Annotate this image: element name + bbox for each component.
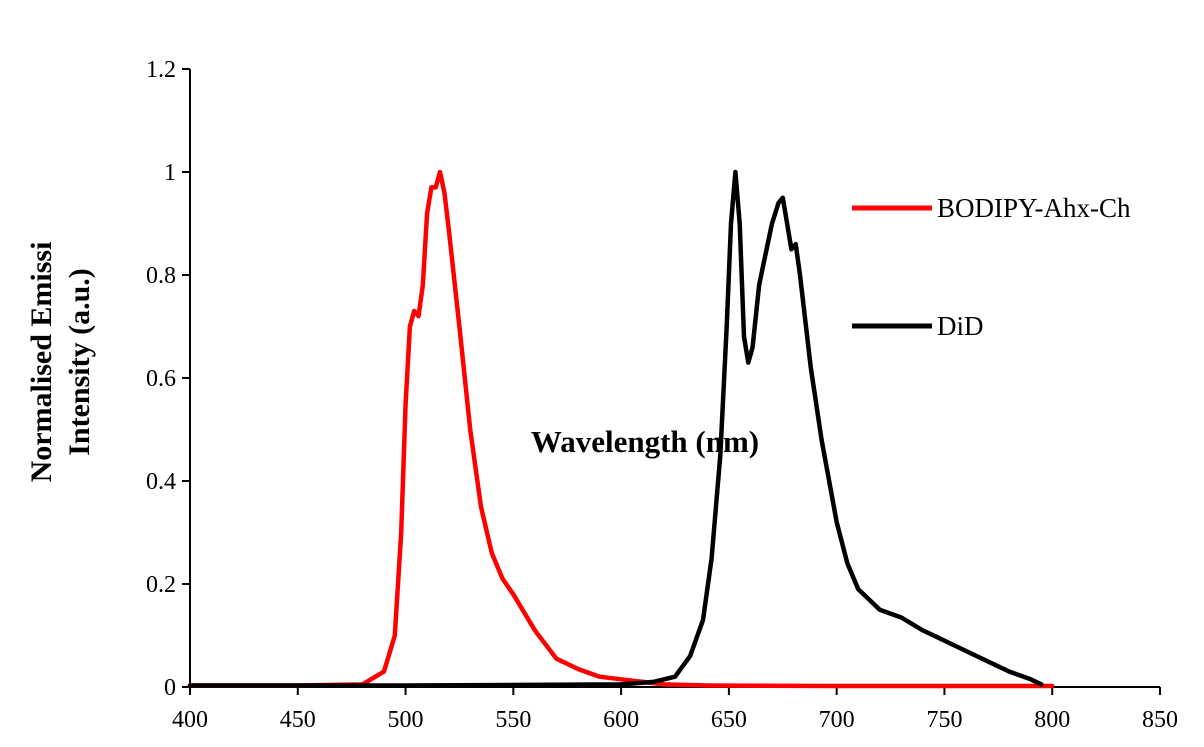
x-tick-label: 800 bbox=[1034, 707, 1070, 733]
x-tick-label: 750 bbox=[926, 707, 962, 733]
x-axis-label: Wavelength (nm) bbox=[531, 424, 759, 459]
y-tick-label: 0 bbox=[164, 675, 176, 701]
x-tick-label: 500 bbox=[388, 707, 424, 733]
y-tick-label: 1 bbox=[164, 160, 176, 186]
legend: BODIPY-Ahx-Ch DiD bbox=[852, 193, 1131, 341]
x-tick-label: 400 bbox=[172, 707, 208, 733]
y-tick-label: 1.2 bbox=[146, 57, 176, 83]
x-tick-label: 850 bbox=[1142, 707, 1178, 733]
series-line-bodipy bbox=[187, 169, 1055, 689]
y-axis-label-line-2: Intensity (a.u.) bbox=[63, 268, 96, 456]
y-axis-label-line-1: Normalised Emissi bbox=[25, 242, 58, 483]
x-tick-label: 700 bbox=[819, 707, 855, 733]
x-tick-label: 550 bbox=[495, 707, 531, 733]
legend-label-bodipy: BODIPY-Ahx-Ch bbox=[937, 193, 1131, 223]
x-tick-label: 650 bbox=[711, 707, 747, 733]
x-tick-label: 450 bbox=[280, 707, 316, 733]
series-layer bbox=[187, 169, 1055, 689]
series-line-did bbox=[187, 169, 1044, 688]
y-tick-label: 0.8 bbox=[146, 263, 176, 289]
axes: 400 450 500 550 600 650 700 750 800 850 0 0.2 0.4 0.6… bbox=[146, 57, 1178, 733]
x-tick-label: 600 bbox=[603, 707, 639, 733]
legend-label-did: DiD bbox=[937, 311, 984, 341]
y-tick-label: 0.2 bbox=[146, 572, 176, 598]
y-tick-label: 0.6 bbox=[146, 366, 176, 392]
y-tick-label: 0.4 bbox=[146, 469, 176, 495]
